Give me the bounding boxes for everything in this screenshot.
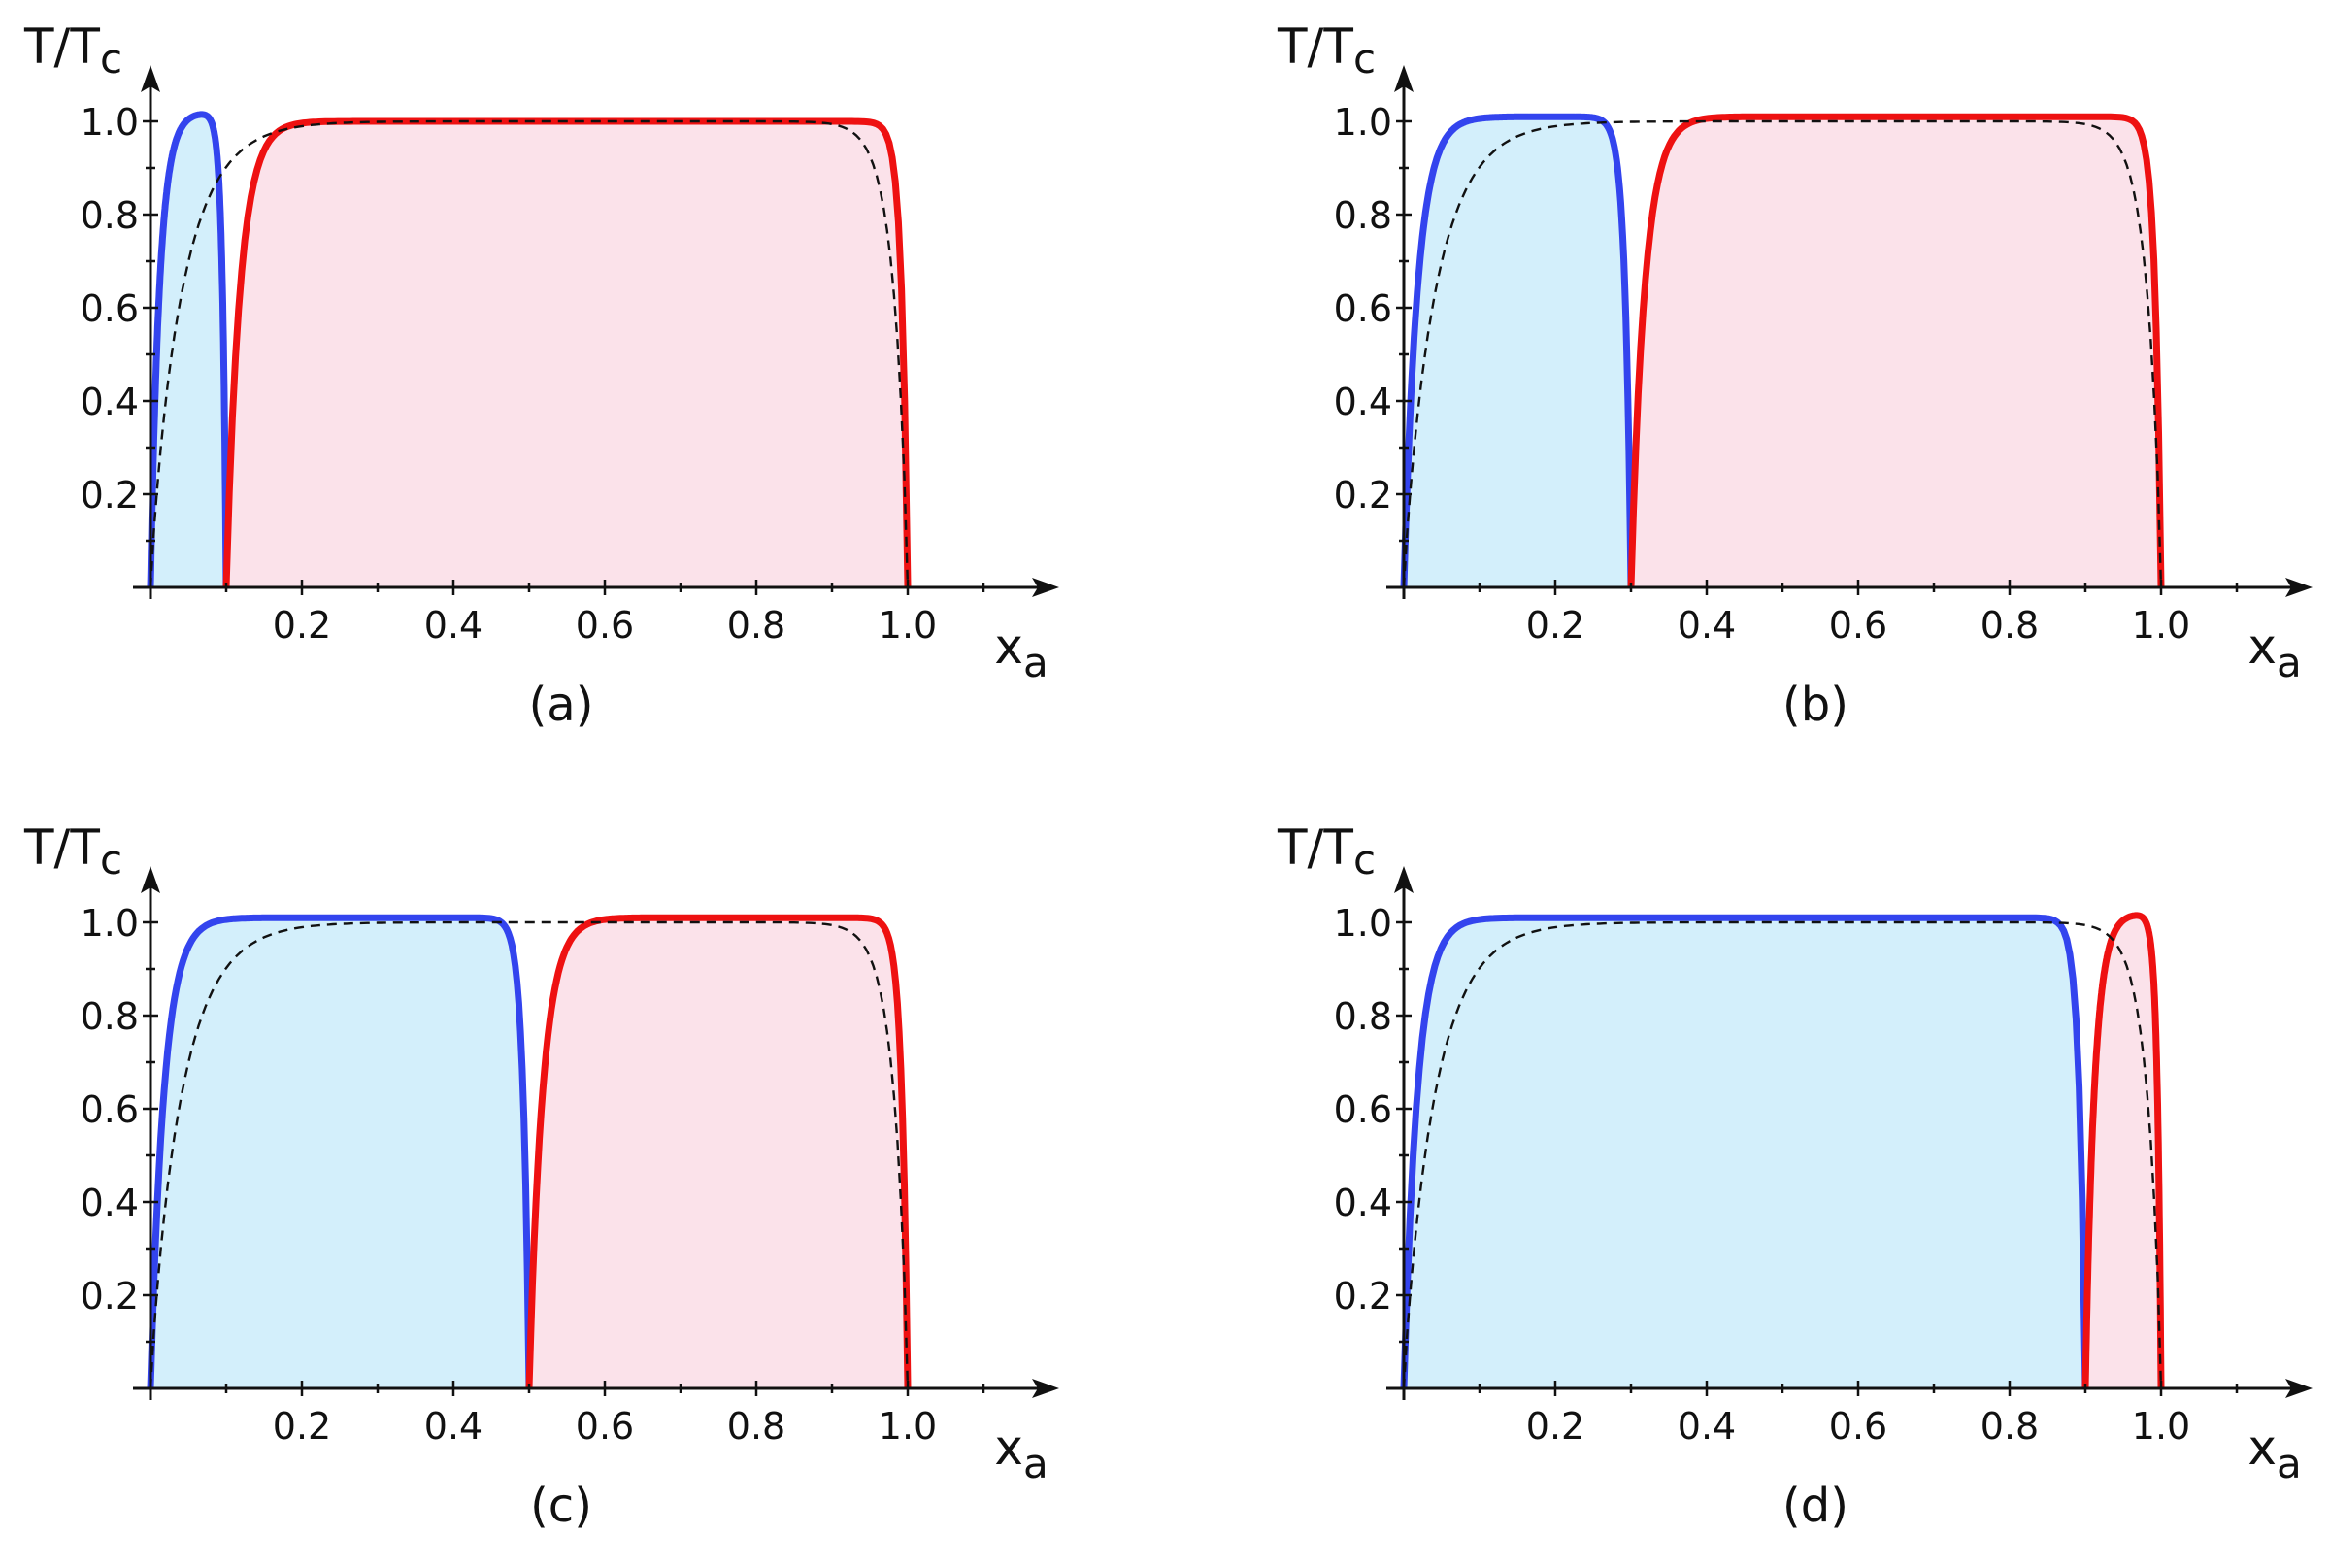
blue-region-fill	[150, 917, 529, 1388]
red-region-fill	[2085, 915, 2161, 1388]
y-tick-label: 0.2	[1334, 474, 1392, 517]
blue-phase-curve	[147, 914, 533, 1389]
y-tick-label: 0.4	[1334, 1182, 1392, 1224]
red-region-fill	[226, 121, 908, 587]
x-tick-label: 1.0	[879, 1405, 937, 1448]
x-tick-label: 0.4	[424, 604, 483, 647]
x-tick-label: 0.6	[576, 604, 634, 647]
blue-region-fill	[150, 114, 226, 588]
y-tick-label: 0.2	[81, 474, 139, 517]
x-tick-label: 1.0	[2132, 604, 2190, 647]
y-axis-title: T/Tc	[23, 819, 122, 884]
y-tick-label: 0.2	[81, 1275, 139, 1318]
y-axis-arrow-icon	[141, 866, 160, 893]
x-axis-arrow-icon	[1032, 1379, 1059, 1398]
critical-temperature-curve	[149, 920, 910, 1389]
y-tick-label: 0.6	[1334, 1088, 1392, 1131]
red-region-fill	[1631, 117, 2161, 587]
x-tick-label: 0.6	[1829, 604, 1887, 647]
panel-caption: (c)	[530, 1479, 592, 1533]
y-tick-label: 0.2	[1334, 1275, 1392, 1318]
panel-caption: (a)	[529, 678, 594, 732]
y-tick-label: 1.0	[81, 902, 139, 945]
y-tick-label: 0.4	[81, 381, 139, 423]
panel-d: 0.2 0.4 0.6 0.8 1.0 0.2 0.4 0.6 0.8 1.0 T/Tc xa (d)	[1277, 819, 2313, 1533]
y-tick-label: 0.6	[81, 287, 139, 330]
x-axis-arrow-icon	[2285, 1379, 2313, 1398]
y-tick-label: 1.0	[1334, 101, 1392, 144]
y-tick-label: 1.0	[1334, 902, 1392, 945]
x-tick-label: 1.0	[2132, 1405, 2190, 1448]
red-phase-curve	[2081, 912, 2165, 1389]
blue-region-fill	[1404, 917, 2085, 1388]
y-axis-title: T/Tc	[1277, 819, 1376, 884]
y-tick-label: 0.6	[81, 1088, 139, 1131]
x-tick-label: 1.0	[879, 604, 937, 647]
y-tick-label: 1.0	[81, 101, 139, 144]
x-axis-title: xa	[994, 1419, 1048, 1487]
critical-temperature-curve	[1402, 119, 2163, 588]
x-axis-title: xa	[2247, 1419, 2301, 1487]
x-tick-label: 0.8	[727, 604, 785, 647]
y-axis-arrow-icon	[1394, 866, 1414, 893]
x-tick-label: 0.8	[1980, 604, 2039, 647]
y-axis-title: T/Tc	[1277, 18, 1376, 83]
y-tick-label: 0.8	[81, 194, 139, 237]
blue-phase-curve	[1400, 113, 1635, 588]
x-axis-title: xa	[994, 618, 1048, 686]
x-tick-label: 0.2	[1526, 604, 1584, 647]
panel-a: 0.2 0.4 0.6 0.8 1.0 0.2 0.4 0.6 0.8 1.0 T/Tc xa (a)	[23, 18, 1059, 732]
panel-b: 0.2 0.4 0.6 0.8 1.0 0.2 0.4 0.6 0.8 1.0 T/Tc xa (b)	[1277, 18, 2313, 732]
y-tick-label: 0.4	[1334, 381, 1392, 423]
red-region-fill	[529, 917, 908, 1388]
x-tick-label: 0.4	[1678, 604, 1736, 647]
y-tick-label: 0.4	[81, 1182, 139, 1224]
x-tick-label: 0.4	[1678, 1405, 1736, 1448]
x-tick-label: 0.4	[424, 1405, 483, 1448]
blue-phase-curve	[147, 111, 230, 588]
y-tick-label: 0.6	[1334, 287, 1392, 330]
x-tick-label: 0.2	[273, 604, 331, 647]
x-tick-label: 0.8	[727, 1405, 785, 1448]
panel-caption: (d)	[1782, 1479, 1848, 1533]
y-axis-arrow-icon	[1394, 65, 1414, 92]
y-axis-title: T/Tc	[23, 18, 122, 83]
panel-caption: (b)	[1782, 678, 1848, 732]
x-axis-arrow-icon	[2285, 578, 2313, 597]
y-tick-label: 0.8	[1334, 995, 1392, 1038]
panel-c: 0.2 0.4 0.6 0.8 1.0 0.2 0.4 0.6 0.8 1.0 T/Tc xa (c)	[23, 819, 1059, 1533]
x-tick-label: 0.8	[1980, 1405, 2039, 1448]
y-axis-arrow-icon	[141, 65, 160, 92]
x-tick-label: 0.2	[273, 1405, 331, 1448]
blue-phase-curve	[1400, 914, 2089, 1389]
x-tick-label: 0.2	[1526, 1405, 1584, 1448]
y-tick-label: 0.8	[81, 995, 139, 1038]
blue-region-fill	[1404, 117, 1631, 587]
critical-temperature-curve	[149, 119, 910, 588]
red-phase-curve	[1627, 113, 2165, 588]
critical-temperature-curve	[1402, 920, 2163, 1389]
x-axis-title: xa	[2247, 618, 2301, 686]
x-axis-arrow-icon	[1032, 578, 1059, 597]
y-tick-label: 0.8	[1334, 194, 1392, 237]
x-tick-label: 0.6	[576, 1405, 634, 1448]
x-tick-label: 0.6	[1829, 1405, 1887, 1448]
